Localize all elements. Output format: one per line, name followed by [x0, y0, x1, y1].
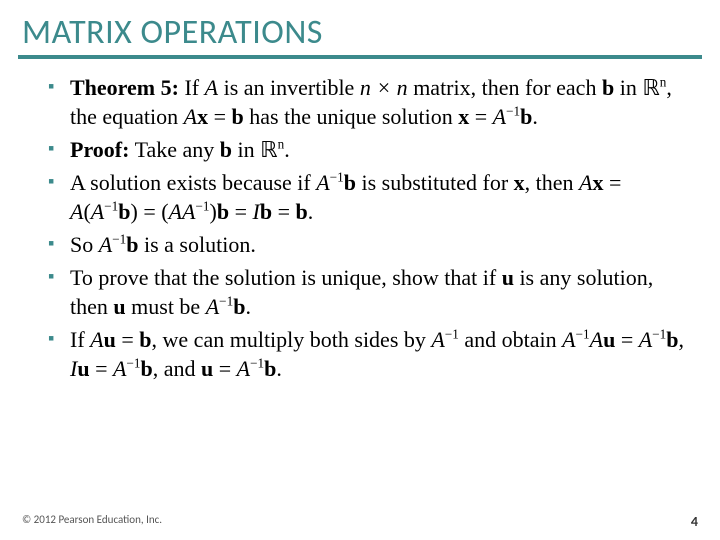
- t: .: [284, 137, 290, 162]
- vec-u: u: [113, 294, 125, 319]
- t: is a solution.: [138, 232, 255, 257]
- t: , and: [153, 356, 201, 381]
- proof-label: Proof:: [70, 137, 129, 162]
- eq-sol: x = A−1b: [458, 104, 532, 129]
- t: .: [276, 356, 282, 381]
- rn: ℝn: [260, 137, 284, 162]
- vec-b: b: [220, 137, 232, 162]
- a-inv-b: A−1b: [206, 294, 246, 319]
- slide-title: MATRIX OPERATIONS: [0, 0, 720, 55]
- t: , then: [525, 170, 579, 195]
- a-inv-b: A−1b: [316, 170, 356, 195]
- footer: © 2012 Pearson Education, Inc. 4: [22, 513, 698, 530]
- vec-x: x: [514, 170, 525, 195]
- bullet-unique: To prove that the solution is unique, sh…: [48, 263, 690, 321]
- bullet-proof: Proof: Take any b in ℝn.: [48, 135, 690, 164]
- eq-step3: u = A−1b: [201, 356, 276, 381]
- t: is an invertible: [218, 75, 360, 100]
- theorem-label: Theorem 5:: [70, 75, 179, 100]
- vec-u: u: [502, 265, 514, 290]
- eq-step1: A−1Au = A−1b: [562, 327, 678, 352]
- bullet-exists: A solution exists because if A−1b is sub…: [48, 168, 690, 226]
- a-inv: A−1: [431, 327, 458, 352]
- t: .: [532, 104, 538, 129]
- t: in: [232, 137, 260, 162]
- bullet-so: So A−1b is a solution.: [48, 230, 690, 259]
- eq-aub: Au = b: [90, 327, 151, 352]
- t: A solution exists because if: [70, 170, 316, 195]
- eq-axb: Ax = b: [184, 104, 244, 129]
- rn: ℝn: [642, 75, 666, 100]
- t: So: [70, 232, 99, 257]
- t: and obtain: [459, 327, 562, 352]
- t: , we can multiply both sides by: [152, 327, 432, 352]
- var-A: A: [205, 75, 218, 100]
- t: ,: [678, 327, 684, 352]
- copyright: © 2012 Pearson Education, Inc.: [22, 513, 162, 530]
- title-rule: [18, 55, 702, 59]
- t: If: [179, 75, 205, 100]
- t: To prove that the solution is unique, sh…: [70, 265, 502, 290]
- t: .: [245, 294, 251, 319]
- t: is substituted for: [356, 170, 514, 195]
- content-area: Theorem 5: If A is an invertible n × n m…: [0, 73, 720, 383]
- vec-b: b: [602, 75, 614, 100]
- t: If: [70, 327, 90, 352]
- bullet-multiply: If Au = b, we can multiply both sides by…: [48, 325, 690, 383]
- a-inv-b: A−1b: [99, 232, 139, 257]
- t: .: [308, 199, 314, 224]
- t: has the unique solution: [244, 104, 458, 129]
- t: must be: [126, 294, 206, 319]
- nxn: n × n: [360, 75, 408, 100]
- bullet-theorem: Theorem 5: If A is an invertible n × n m…: [48, 73, 690, 131]
- page-number: 4: [691, 513, 698, 530]
- eq-step2: Iu = A−1b: [70, 356, 153, 381]
- t: Take any: [129, 137, 219, 162]
- t: matrix, then for each: [408, 75, 602, 100]
- t: in: [614, 75, 642, 100]
